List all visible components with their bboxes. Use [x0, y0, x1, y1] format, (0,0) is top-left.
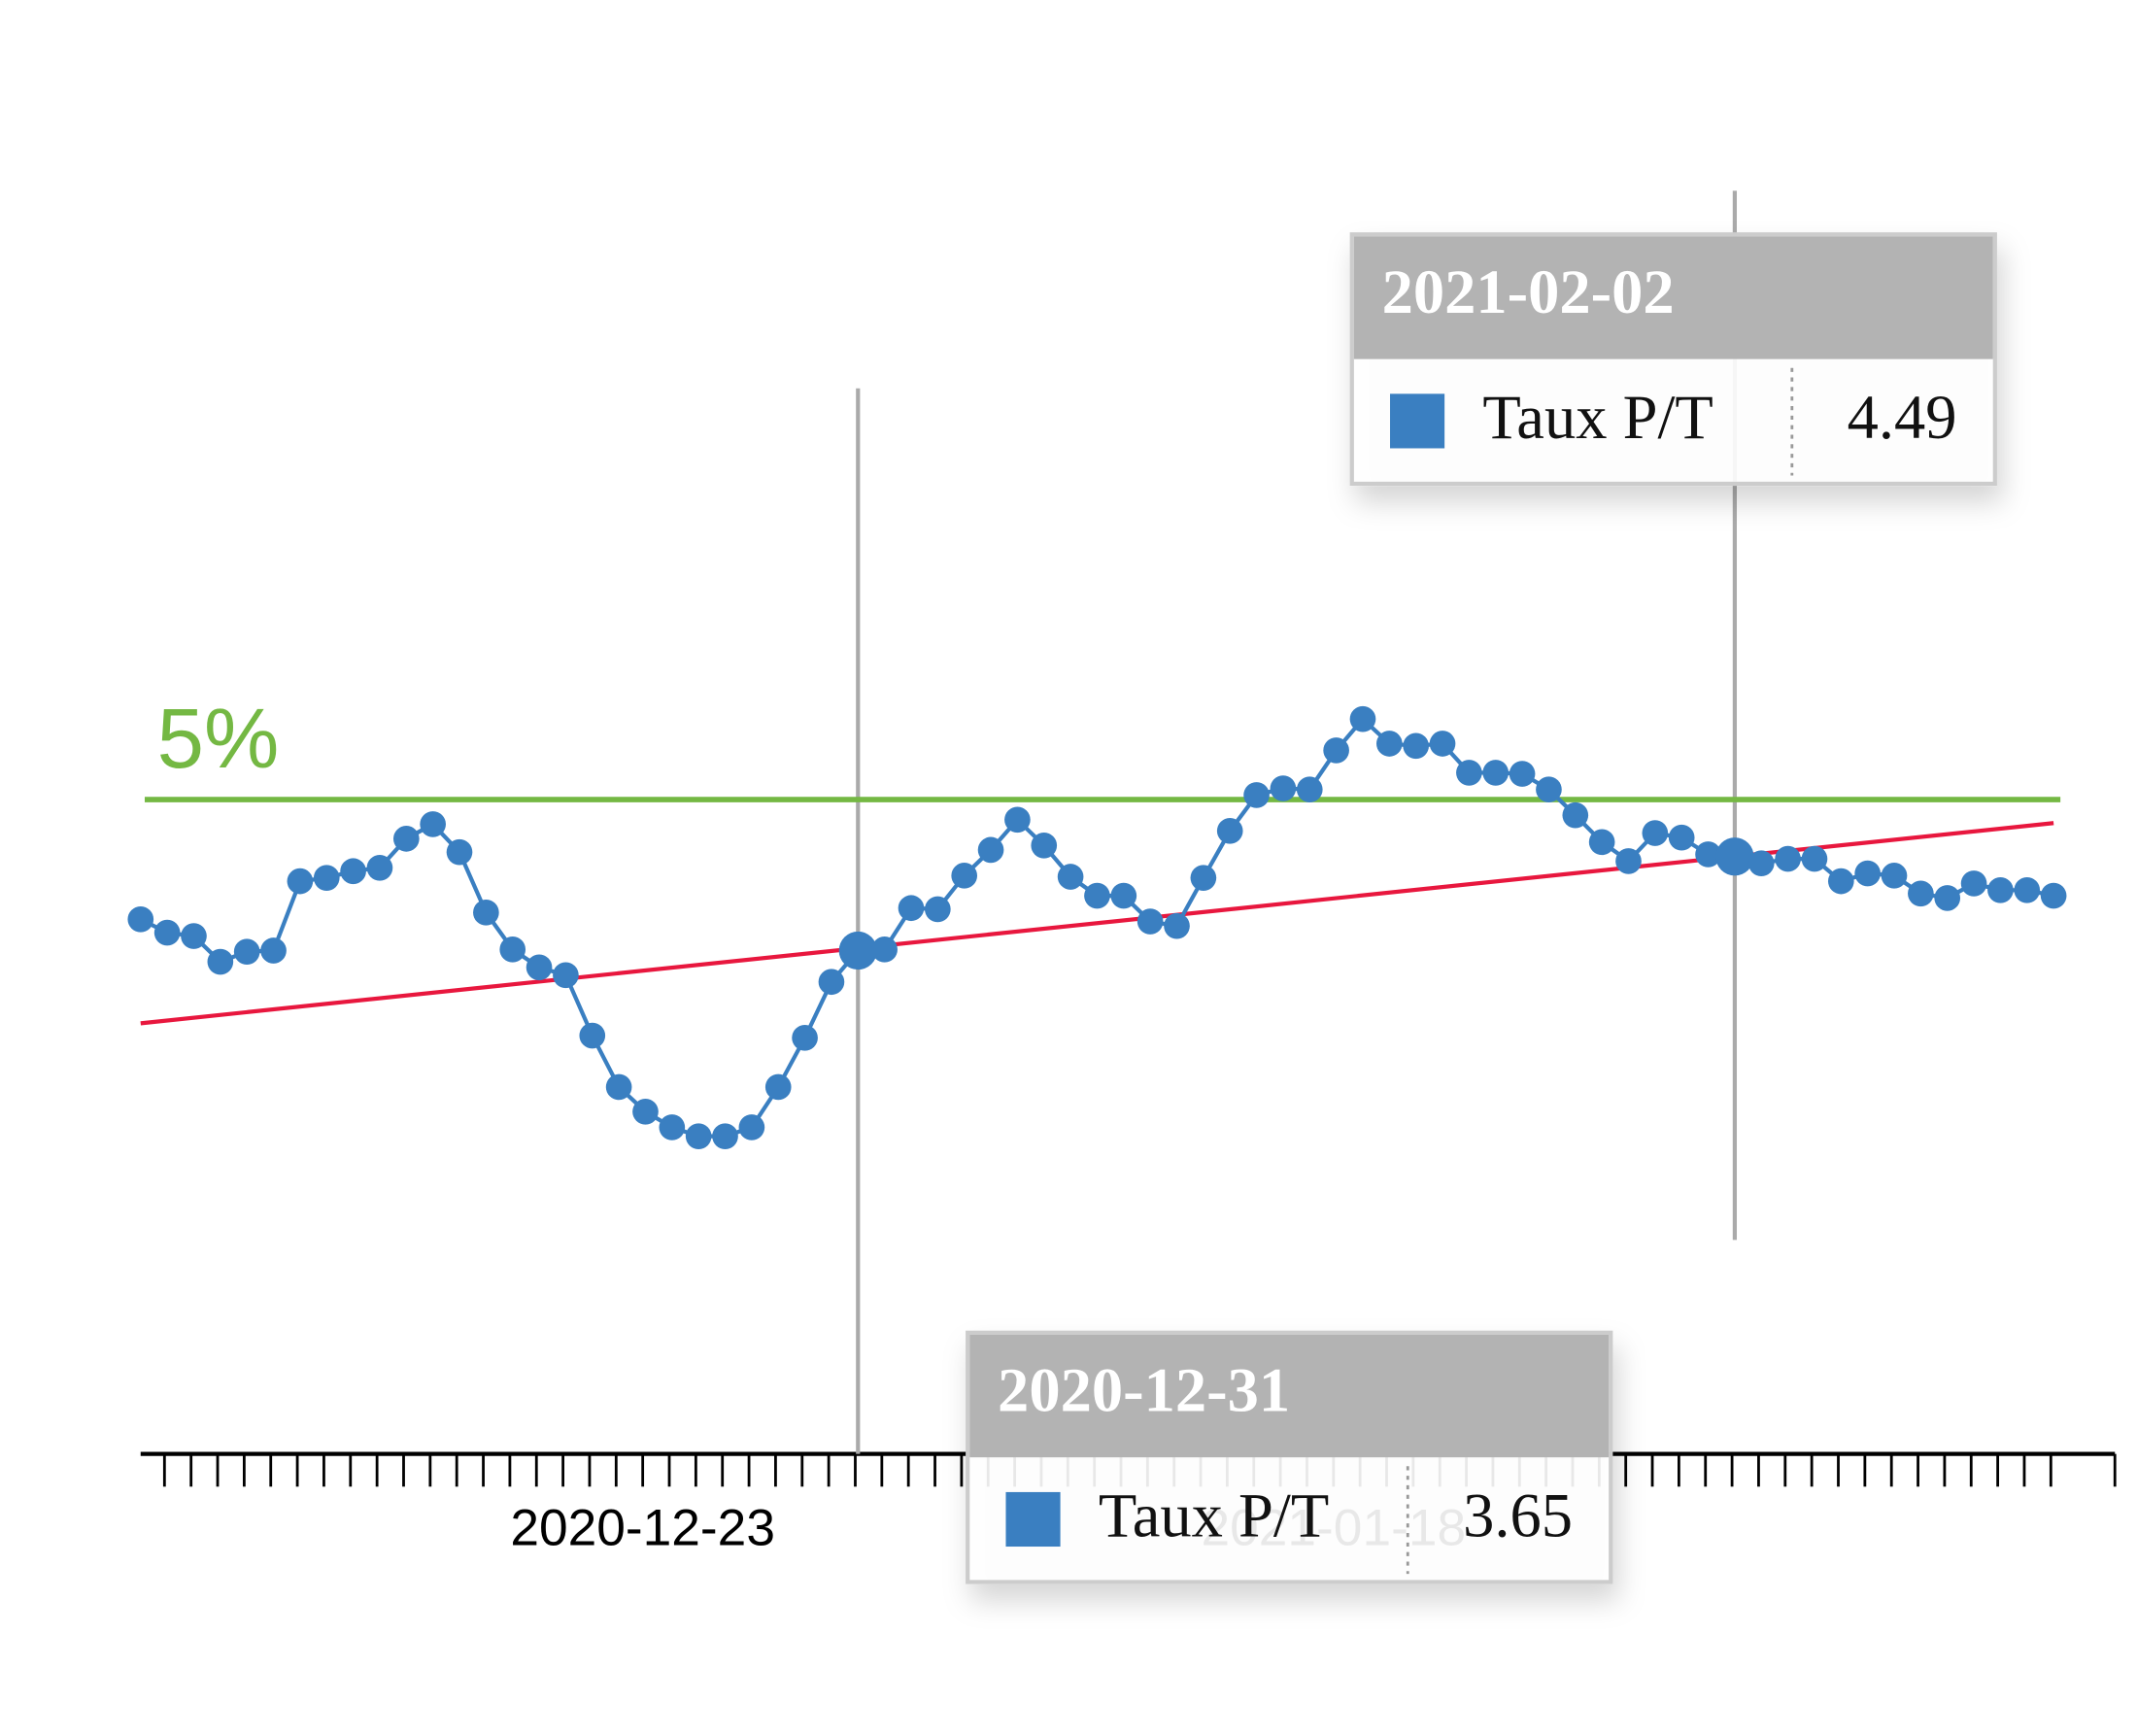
tooltip: 2021-02-02 Taux P/T 4.49 — [1349, 232, 1997, 487]
legend-swatch — [1005, 1491, 1061, 1548]
data-point — [340, 858, 366, 885]
data-point — [1216, 817, 1243, 844]
data-point — [260, 937, 287, 964]
data-point — [792, 1024, 818, 1051]
data-point — [1908, 880, 1934, 907]
data-point — [1854, 860, 1881, 887]
data-point — [579, 1022, 606, 1049]
data-point — [605, 1073, 632, 1101]
data-point — [1615, 848, 1642, 874]
data-point — [2040, 882, 2067, 909]
data-point — [1456, 760, 1482, 786]
tooltip-header — [1353, 236, 1993, 359]
data-point — [1429, 731, 1456, 757]
data-point — [1588, 829, 1615, 856]
tooltip: 2020-12-31 Taux P/T 3.65 — [966, 1330, 1613, 1584]
data-point — [1715, 837, 1754, 876]
data-point — [1934, 885, 1961, 911]
data-point — [871, 936, 898, 963]
data-point — [499, 936, 526, 963]
data-point — [838, 931, 877, 970]
data-point — [1482, 760, 1509, 786]
data-point — [1747, 850, 1775, 877]
data-point — [1775, 845, 1801, 872]
data-point — [207, 948, 234, 975]
data-point — [287, 868, 314, 895]
data-point — [685, 1123, 712, 1149]
data-point — [1509, 761, 1536, 787]
tooltip-header — [969, 1334, 1610, 1458]
data-point — [1270, 775, 1297, 801]
reference-label: 5% — [157, 692, 280, 786]
data-point — [1164, 912, 1190, 939]
tooltip-title: 2020-12-31 — [998, 1356, 1290, 1425]
data-point — [313, 865, 340, 891]
data-point — [1136, 908, 1164, 935]
data-point — [1323, 737, 1349, 764]
data-point — [1243, 782, 1270, 808]
data-point — [712, 1123, 738, 1149]
data-point — [1801, 845, 1828, 872]
data-point — [1296, 776, 1323, 803]
data-point — [526, 954, 553, 981]
tooltip-value: 4.49 — [1848, 383, 1957, 452]
data-point — [925, 896, 951, 923]
data-point — [951, 863, 978, 889]
data-point — [446, 838, 473, 866]
data-point — [764, 1073, 792, 1101]
tooltip-value: 3.65 — [1463, 1481, 1573, 1550]
data-point — [153, 919, 181, 946]
data-point — [366, 854, 393, 881]
data-point — [1881, 863, 1908, 889]
data-point — [1960, 870, 1987, 897]
data-point — [2014, 877, 2041, 903]
data-point — [1562, 801, 1589, 829]
data-point — [1349, 705, 1376, 732]
data-point — [127, 905, 154, 933]
data-point — [392, 826, 420, 852]
data-point — [420, 811, 446, 837]
data-point — [1668, 824, 1695, 851]
data-point — [553, 962, 579, 989]
data-point — [1031, 832, 1058, 859]
data-point — [1987, 877, 2014, 903]
data-point — [1827, 868, 1854, 895]
data-point — [1376, 731, 1403, 757]
data-point — [1536, 776, 1562, 803]
data-point — [181, 923, 207, 949]
data-point — [738, 1114, 765, 1140]
data-point — [1110, 882, 1137, 909]
data-point — [1084, 882, 1110, 909]
data-point — [818, 969, 845, 996]
data-point — [632, 1098, 659, 1125]
tooltip-name: Taux P/T — [1099, 1481, 1329, 1550]
tooltip-title: 2021-02-02 — [1382, 257, 1675, 326]
data-point — [233, 938, 260, 965]
legend-swatch — [1390, 393, 1445, 449]
series-line — [139, 716, 2054, 1139]
data-point — [1004, 806, 1031, 834]
tooltip-name: Taux P/T — [1482, 383, 1713, 452]
data-point — [1057, 864, 1084, 890]
data-point — [659, 1114, 686, 1140]
data-point — [977, 836, 1004, 864]
data-point — [898, 895, 925, 922]
data-point — [1403, 732, 1430, 760]
data-point — [1642, 820, 1669, 846]
data-point — [1190, 865, 1217, 891]
data-point — [1695, 841, 1721, 868]
data-point — [473, 900, 499, 926]
x-tick-label: 2020-12-23 — [510, 1500, 775, 1557]
